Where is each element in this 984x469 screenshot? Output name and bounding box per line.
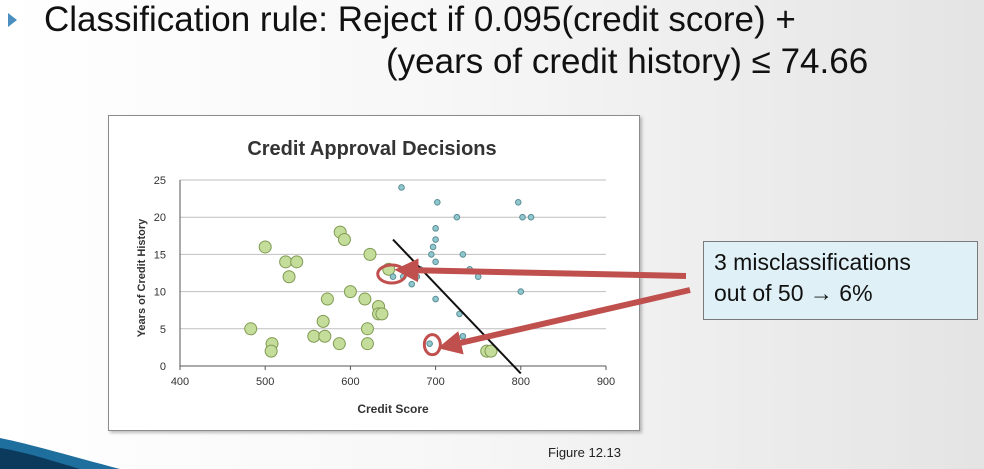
x-tick-label: 700 (426, 376, 444, 388)
x-tick-label: 900 (597, 376, 615, 388)
chart-title: Credit Approval Decisions (247, 138, 496, 160)
data-point (279, 255, 293, 269)
chart-container: Credit Approval Decisions Credit Score Y… (108, 115, 640, 431)
data-point (320, 292, 334, 306)
y-tick-label: 25 (154, 175, 166, 187)
data-point (413, 273, 421, 281)
data-point (426, 340, 433, 347)
data-point (343, 285, 357, 299)
data-point (316, 314, 330, 328)
data-point (360, 337, 374, 351)
tick-labels: 0 5 10 15 20 25 400 500 600 700 800 900 (154, 175, 615, 388)
y-tick-label: 5 (160, 324, 166, 336)
data-point (375, 307, 389, 321)
data-point (432, 258, 439, 266)
data-point (514, 199, 522, 206)
x-tick-label: 400 (171, 376, 189, 388)
data-point (434, 199, 441, 206)
y-tick-label: 0 (160, 361, 166, 373)
x-tick-label: 800 (512, 376, 530, 388)
data-point (408, 280, 416, 288)
data-point (519, 213, 526, 221)
data-point (358, 292, 372, 306)
y-axis-label: Years of Credit History (136, 218, 148, 337)
boundary-line (392, 238, 522, 375)
grid-lines (179, 179, 607, 370)
data-points (244, 184, 535, 358)
data-point (389, 273, 397, 281)
data-point (474, 273, 482, 281)
data-point (290, 255, 304, 269)
data-point (363, 247, 377, 261)
figure-caption: Figure 12.13 (548, 445, 621, 460)
data-point (360, 322, 374, 336)
data-point (332, 337, 346, 351)
data-point (459, 332, 467, 340)
triangle-bullet-icon (8, 13, 17, 27)
x-axis-label: Credit Score (357, 402, 429, 416)
title-text-1: Classification rule: Reject if 0.095(cre… (44, 0, 796, 39)
data-point (432, 295, 439, 303)
title-line-2: (years of credit history) ≤ 74.66 (386, 42, 869, 81)
y-tick-label: 10 (154, 287, 166, 299)
data-point (282, 270, 296, 284)
callout-line-1: 3 misclassifications (714, 249, 911, 275)
x-tick-label: 500 (256, 376, 274, 388)
data-point (318, 329, 332, 343)
corner-decoration (0, 438, 120, 469)
data-point (466, 265, 473, 273)
scatter-chart: Credit Approval Decisions Credit Score Y… (136, 138, 615, 416)
y-tick-label: 20 (154, 212, 166, 224)
x-tick-label: 600 (341, 376, 359, 388)
data-point (337, 233, 351, 247)
callout-line-2: out of 50 → 6% (714, 280, 873, 306)
data-point (428, 251, 435, 258)
data-point (527, 213, 535, 221)
data-point (517, 288, 525, 295)
data-point (244, 322, 258, 336)
data-point (398, 184, 405, 191)
data-point (429, 243, 437, 251)
data-point (258, 240, 272, 254)
misclassification-callout: 3 misclassifications out of 50 → 6% (703, 241, 978, 320)
data-point (453, 213, 461, 221)
data-point (307, 329, 321, 343)
y-tick-label: 15 (154, 249, 166, 261)
data-point (432, 236, 439, 243)
decision-boundary (392, 238, 522, 375)
data-point (432, 225, 439, 232)
data-point (264, 344, 278, 358)
data-point (459, 251, 467, 258)
